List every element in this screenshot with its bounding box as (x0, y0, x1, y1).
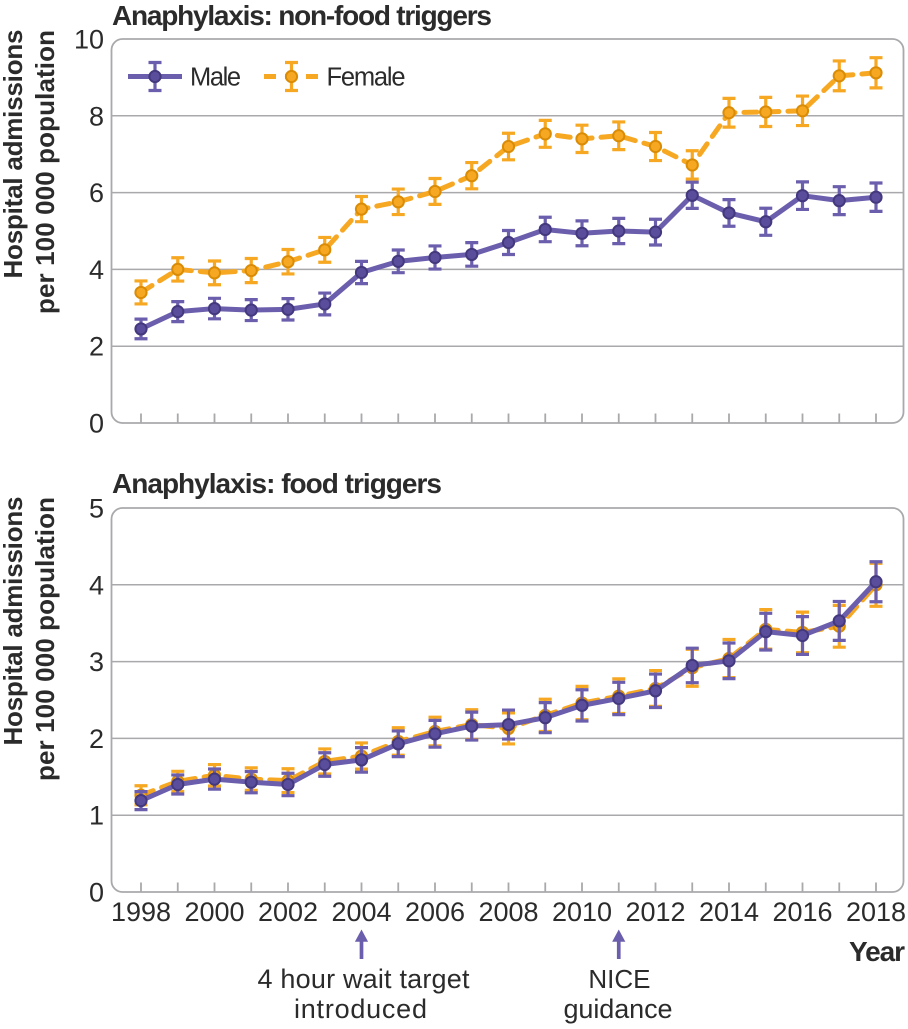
svg-text:introduced: introduced (294, 994, 427, 1024)
svg-text:4: 4 (89, 570, 104, 600)
svg-text:2012: 2012 (625, 897, 685, 927)
svg-text:4 hour wait target: 4 hour wait target (258, 964, 470, 994)
svg-text:8: 8 (89, 101, 104, 131)
svg-text:1: 1 (89, 801, 104, 831)
svg-text:NICE: NICE (588, 964, 650, 994)
svg-text:2000: 2000 (184, 897, 244, 927)
svg-text:2: 2 (89, 332, 104, 362)
svg-text:0: 0 (89, 409, 104, 439)
svg-text:1998: 1998 (111, 897, 171, 927)
svg-text:4: 4 (89, 255, 104, 285)
svg-text:10: 10 (74, 25, 104, 55)
svg-text:2010: 2010 (552, 897, 612, 927)
svg-text:2002: 2002 (258, 897, 318, 927)
svg-text:2018: 2018 (846, 897, 906, 927)
svg-text:2: 2 (89, 724, 104, 754)
svg-text:6: 6 (89, 178, 104, 208)
svg-text:5: 5 (89, 494, 104, 524)
svg-text:Female: Female (327, 64, 406, 92)
svg-text:Year: Year (849, 936, 905, 967)
svg-text:Anaphylaxis: non-food triggers: Anaphylaxis: non-food triggers (112, 0, 492, 31)
svg-text:per 100 000 population: per 100 000 population (30, 497, 60, 781)
svg-text:2006: 2006 (405, 897, 465, 927)
svg-text:0: 0 (89, 878, 104, 908)
svg-text:Anaphylaxis: food triggers: Anaphylaxis: food triggers (112, 468, 442, 499)
svg-text:2016: 2016 (772, 897, 832, 927)
svg-text:2014: 2014 (699, 897, 759, 927)
svg-text:guidance: guidance (564, 994, 673, 1024)
svg-text:2008: 2008 (478, 897, 538, 927)
svg-text:2004: 2004 (331, 897, 391, 927)
svg-text:Male: Male (190, 64, 241, 92)
svg-text:Hospital admissions: Hospital admissions (0, 497, 28, 746)
svg-text:per 100 000 population: per 100 000 population (30, 30, 60, 314)
svg-text:Hospital admissions: Hospital admissions (0, 30, 28, 279)
svg-text:3: 3 (89, 647, 104, 677)
